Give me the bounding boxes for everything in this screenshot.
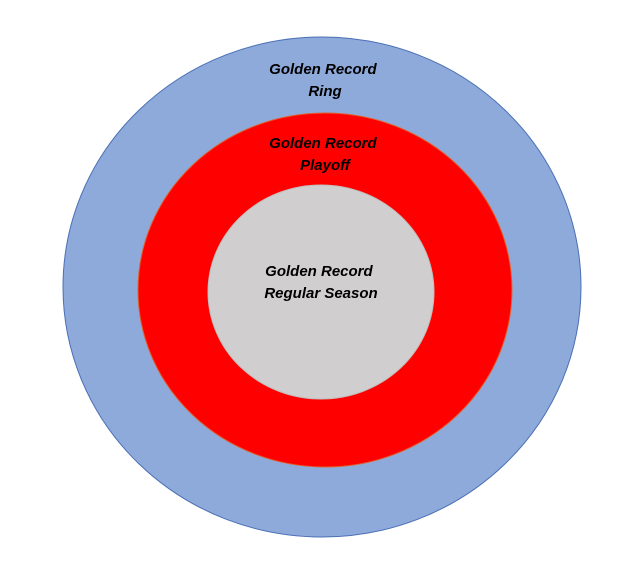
middle-ring-label-line-2: Playoff xyxy=(300,157,352,174)
inner-ring-label: Golden Record Regular Season xyxy=(264,263,377,302)
outer-ring-label: Golden Record Ring xyxy=(269,61,381,100)
inner-ring-ellipse xyxy=(207,184,435,400)
inner-ring-label-line-2: Regular Season xyxy=(264,285,377,302)
inner-ring-label-line-1: Golden Record xyxy=(265,263,373,280)
outer-ring-label-line-1: Golden Record xyxy=(269,61,377,78)
middle-ring-label-line-1: Golden Record xyxy=(269,135,377,152)
middle-ring-label: Golden Record Playoff xyxy=(269,135,381,174)
outer-ring-label-line-2: Ring xyxy=(308,83,341,100)
